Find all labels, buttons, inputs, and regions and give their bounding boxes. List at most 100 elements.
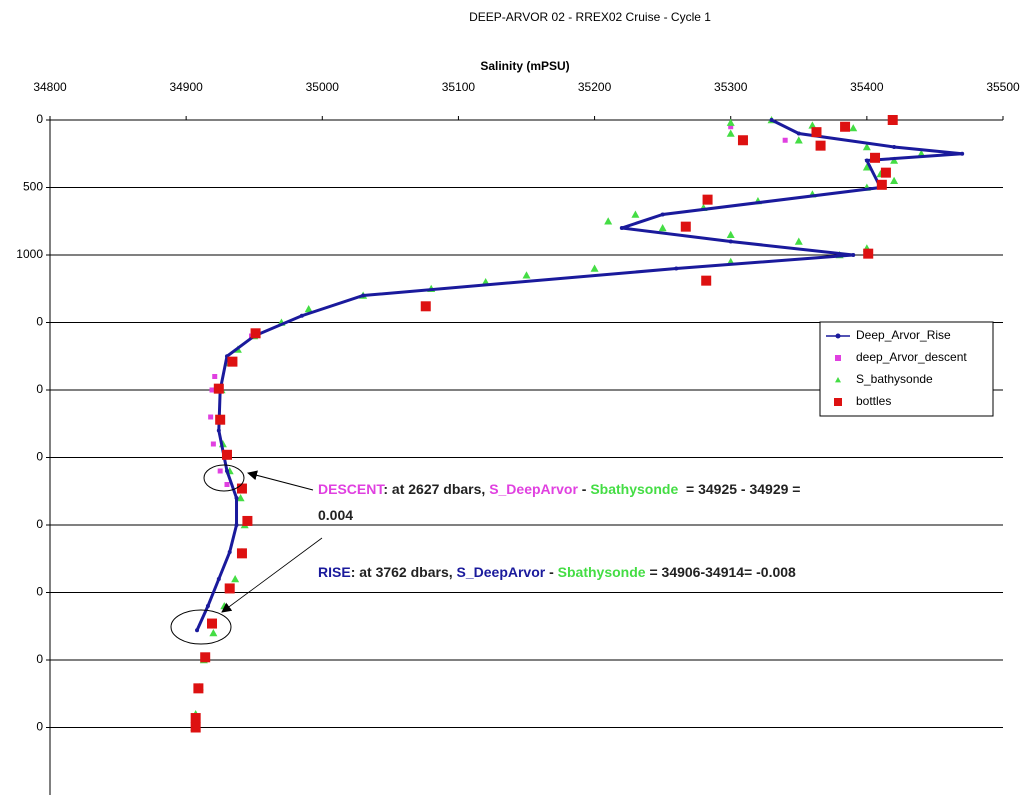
data-point [236, 494, 245, 502]
data-point [887, 115, 898, 125]
data-point [862, 143, 871, 151]
data-point [208, 414, 214, 420]
data-point [680, 221, 691, 232]
line-vertex [195, 628, 200, 633]
callout-arrow [221, 537, 323, 613]
y-tick-label: 0 [36, 652, 43, 666]
data-point [590, 264, 599, 272]
annotation-run: : at 2627 dbars, [383, 481, 489, 497]
data-point [217, 468, 223, 474]
annotation-run: = 34906-34914= -0.008 [646, 564, 796, 580]
legend-swatch [835, 377, 841, 383]
data-point [726, 129, 735, 137]
callout-arrow [247, 470, 314, 491]
y-tick-label: 0 [36, 517, 43, 531]
annotation-run: DESCENT [318, 481, 385, 497]
x-tick-label: 35300 [714, 80, 748, 94]
y-tick-label: 1000 [16, 247, 43, 261]
data-point [726, 230, 735, 238]
data-point [213, 383, 224, 394]
data-point [890, 156, 899, 164]
x-axis-label: Salinity (mPSU) [480, 59, 569, 73]
legend-swatch [835, 355, 841, 361]
legend-box [819, 321, 994, 417]
line-vertex [892, 145, 897, 149]
data-point [782, 137, 788, 143]
series [190, 115, 898, 733]
data-point [212, 374, 218, 379]
annotation: DESCENT: at 2627 dbars, S_DeepArvor - Sb… [318, 481, 800, 497]
annotation: 0.004 [318, 507, 353, 523]
annotation-run: Sbathysonde [558, 564, 646, 580]
chart-title: DEEP-ARVOR 02 - RREX02 Cruise - Cycle 1 [469, 10, 711, 24]
line-vertex [234, 523, 239, 527]
y-tick-label: 0 [36, 585, 43, 599]
x-tick-label: 35100 [442, 80, 476, 94]
y-tick-label: 0 [36, 382, 43, 396]
data-point [227, 356, 238, 367]
data-point [863, 248, 874, 259]
data-point [209, 629, 218, 637]
data-point [420, 301, 431, 312]
line-vertex [851, 253, 856, 257]
data-point [658, 224, 667, 232]
annotation: RISE: at 3762 dbars, S_DeepArvor - Sbath… [318, 564, 796, 580]
series [190, 116, 926, 731]
line-vertex [216, 428, 221, 433]
annotation-run: : at 3762 dbars, [351, 564, 457, 580]
data-point [728, 124, 734, 130]
line-vertex [205, 604, 210, 608]
line-vertex [960, 151, 965, 156]
x-tick-label: 34900 [169, 80, 203, 94]
y-tick-label: 0 [36, 112, 43, 126]
data-point [193, 683, 204, 694]
line-vertex [728, 239, 733, 244]
annotation-run: Sbathysonde [590, 481, 678, 497]
data-point [811, 127, 822, 138]
line-vertex [619, 226, 624, 230]
data-point [209, 387, 215, 393]
data-point [862, 163, 871, 171]
data-point [849, 124, 858, 132]
data-point [604, 217, 613, 225]
series-line [195, 118, 963, 631]
data-point [840, 121, 851, 132]
data-point [304, 305, 313, 313]
data-point [880, 167, 891, 178]
data-point [224, 583, 235, 594]
data-point [242, 515, 253, 526]
data-point [231, 575, 240, 583]
annotation-run: 0.004 [318, 507, 353, 523]
x-tick-label: 35400 [850, 80, 884, 94]
line-vertex [660, 212, 665, 217]
callout-ellipse [203, 464, 245, 492]
line-vertex [796, 131, 801, 136]
annotation-run: S_DeepArvor [457, 564, 546, 580]
data-point [815, 140, 826, 151]
legend-label: Deep_Arvor_Rise [856, 328, 951, 342]
legend-label: S_bathysonde [856, 372, 933, 386]
data-point [190, 722, 201, 733]
annotation-run: = 34925 - 34929 = [678, 481, 800, 497]
data-point [215, 414, 226, 425]
legend-swatch [835, 333, 841, 339]
annotation-run: - [545, 564, 557, 580]
data-point [207, 618, 218, 629]
line-vertex [299, 313, 304, 318]
annotation-run: - [578, 481, 590, 497]
series [195, 118, 965, 633]
data-point [190, 713, 201, 724]
data-point [236, 483, 247, 494]
data-point [890, 176, 899, 184]
data-point [876, 179, 887, 190]
line-vertex [216, 577, 221, 581]
data-point [701, 275, 712, 286]
legend: Deep_Arvor_Rise deep_Arvor_descent S_bathy… [819, 321, 994, 417]
callout-ellipse [170, 609, 232, 645]
legend-label: deep_Arvor_descent [856, 350, 967, 364]
data-point [224, 482, 230, 487]
y-tick-label: 0 [36, 315, 43, 329]
data-point [522, 271, 531, 279]
line-vertex [361, 293, 366, 298]
data-point [794, 237, 803, 245]
